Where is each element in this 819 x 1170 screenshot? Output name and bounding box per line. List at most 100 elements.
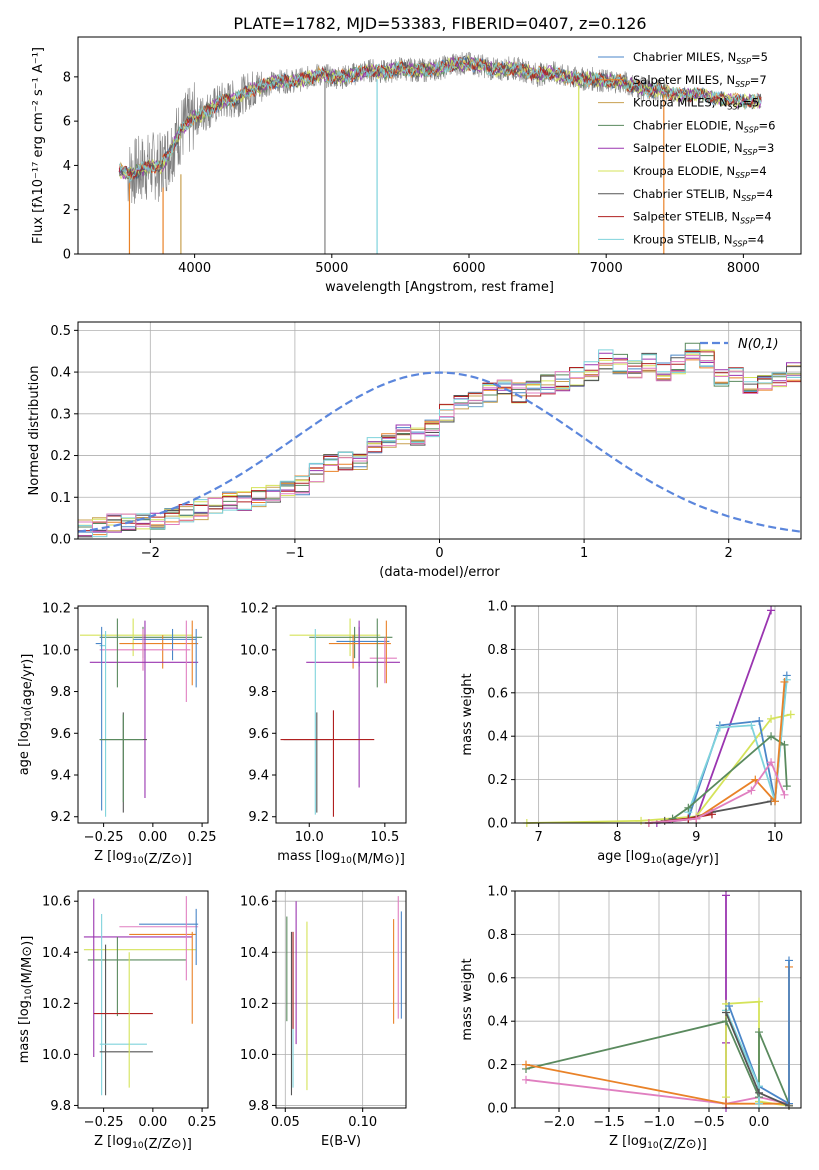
y-tick-label: 10.4 — [240, 946, 269, 961]
histogram-series — [78, 349, 801, 538]
x-axis-label: age [log10(age/yr)] — [597, 849, 719, 867]
legend-entry: Kroupa ELODIE, NSSP=4 — [633, 164, 767, 180]
histogram-series — [78, 355, 801, 533]
y-tick-label: 6 — [63, 115, 71, 130]
y-tick-label: 9.6 — [50, 727, 71, 742]
x-tick-label: 0.10 — [348, 1115, 377, 1130]
y-tick-label: 9.4 — [50, 769, 71, 784]
weight-marker — [785, 956, 793, 965]
y-axis-label: mass weight — [460, 673, 475, 755]
y-tick-label: 0.2 — [50, 449, 71, 464]
weight-marker — [782, 782, 791, 791]
weight-marker — [747, 721, 756, 730]
y-tick-label: 2 — [63, 203, 71, 218]
y-tick-label: 1.0 — [487, 885, 508, 900]
x-tick-label: −1.0 — [643, 1115, 675, 1130]
plot-area — [280, 618, 400, 817]
y-tick-label: 10.4 — [42, 946, 71, 961]
weight-marker — [780, 740, 789, 749]
y-tick-label: 0.8 — [487, 643, 508, 658]
y-tick-label: 0.2 — [487, 773, 508, 788]
weight-marker — [755, 1088, 763, 1097]
y-tick-label: 0.0 — [487, 817, 508, 832]
legend-entry: Kroupa STELIB, NSSP=4 — [633, 232, 764, 248]
y-tick-label: 0.5 — [50, 324, 71, 339]
x-tick-label: 9 — [692, 830, 700, 845]
legend-entry: Kroupa MILES, NSSP=5 — [633, 96, 759, 112]
y-tick-label: 0.6 — [487, 971, 508, 986]
y-tick-label: 9.8 — [50, 685, 71, 700]
weight-series — [525, 967, 790, 1105]
y-axis-label: Flux [fλ10⁻¹⁷ erg cm⁻² s⁻¹ A⁻¹] — [31, 47, 46, 244]
y-axis-label: age [log10(age/yr)] — [17, 654, 35, 776]
plot-area — [522, 891, 793, 1112]
x-tick-label: 10 — [767, 830, 784, 845]
weight-series — [656, 609, 772, 824]
y-tick-label: 10.0 — [240, 643, 269, 658]
x-tick-label: −0.25 — [84, 1115, 124, 1130]
y-tick-label: 10.0 — [240, 1048, 269, 1063]
spectrum-panel: 4000 5000 6000 7000 8000 0 2 4 6 8 wavelength [Ang… — [31, 36, 802, 295]
y-tick-label: 9.2 — [50, 810, 71, 825]
weight-marker — [692, 814, 701, 823]
y-axis-label: mass [log10(M/M⊙)] — [17, 936, 35, 1064]
y-tick-label: 10.6 — [240, 895, 269, 910]
weight-marker — [725, 1002, 733, 1011]
legend: Chabrier MILES, NSSP=5 Salpeter MILES, NS… — [598, 50, 775, 248]
weight-series — [728, 960, 790, 1106]
legend-entry: Chabrier MILES, NSSP=5 — [633, 50, 768, 66]
histogram-series — [78, 351, 801, 532]
histogram-series — [78, 351, 801, 538]
age-vs-metallicity-panel: −0.25 0.00 0.25 9.2 9.4 9.6 9.8 10.0 10.2 Z [log1… — [17, 602, 217, 867]
histogram-series — [78, 349, 801, 533]
weight-marker — [755, 997, 763, 1006]
legend: N(0,1) — [700, 337, 779, 352]
x-tick-label: −1 — [285, 546, 304, 561]
y-tick-label: 0.0 — [50, 533, 71, 548]
mass-weight-vs-age-panel: 7 8 9 10 0.0 0.2 0.4 0.6 0.8 1.0 age [log10(age/yr… — [460, 600, 802, 867]
y-tick-label: 0.8 — [487, 928, 508, 943]
legend-entry: N(0,1) — [738, 337, 779, 352]
axes-frame — [77, 36, 802, 255]
weight-marker — [722, 1099, 730, 1108]
x-axis-label: Z [log10(Z/Z⊙)] — [94, 1134, 192, 1152]
x-tick-label: 0.25 — [188, 830, 217, 845]
weight-marker — [715, 723, 724, 732]
legend-entry: Salpeter STELIB, NSSP=4 — [633, 210, 772, 226]
x-tick-label: 0 — [435, 546, 443, 561]
plot-area — [522, 606, 795, 827]
y-tick-label: 0.0 — [487, 1102, 508, 1117]
y-tick-label: 0.4 — [487, 730, 508, 745]
x-tick-label: 0.0 — [749, 1115, 770, 1130]
weight-series — [526, 713, 791, 824]
weight-marker — [771, 797, 779, 806]
x-tick-label: 8 — [613, 830, 621, 845]
legend-entry: Chabrier ELODIE, NSSP=6 — [633, 118, 775, 134]
x-tick-label: 5000 — [315, 261, 348, 276]
x-tick-label: 0.05 — [271, 1115, 300, 1130]
weight-marker — [722, 1008, 730, 1017]
y-axis-label: mass weight — [460, 958, 475, 1040]
x-tick-label: −2.0 — [543, 1115, 575, 1130]
y-tick-label: 9.4 — [248, 769, 269, 784]
weight-marker — [755, 1028, 763, 1037]
legend-entry: Salpeter ELODIE, NSSP=3 — [633, 141, 774, 157]
x-tick-label: 0.00 — [138, 830, 167, 845]
y-tick-label: 9.8 — [248, 685, 269, 700]
x-tick-label: 7 — [534, 830, 542, 845]
y-tick-label: 10.0 — [42, 643, 71, 658]
x-axis-label: Z [log10(Z/Z⊙)] — [609, 1134, 707, 1152]
legend-entry: Salpeter MILES, NSSP=7 — [633, 73, 767, 89]
x-axis-label: Z [log10(Z/Z⊙)] — [94, 849, 192, 867]
x-tick-label: 0.25 — [188, 1115, 217, 1130]
weight-marker — [767, 758, 776, 767]
x-tick-label: 0.00 — [138, 1115, 167, 1130]
mass-weight-vs-metallicity-panel: −2.0 −1.5 −1.0 −0.5 0.0 0.0 0.2 0.4 0.6 0.8 1.0 Z [… — [460, 885, 802, 1152]
y-tick-label: 8 — [63, 70, 71, 85]
normal-curve — [78, 371, 801, 533]
weight-marker — [755, 717, 764, 726]
y-tick-label: 0 — [63, 248, 71, 263]
y-tick-label: 9.2 — [248, 810, 269, 825]
weight-marker — [684, 803, 693, 812]
